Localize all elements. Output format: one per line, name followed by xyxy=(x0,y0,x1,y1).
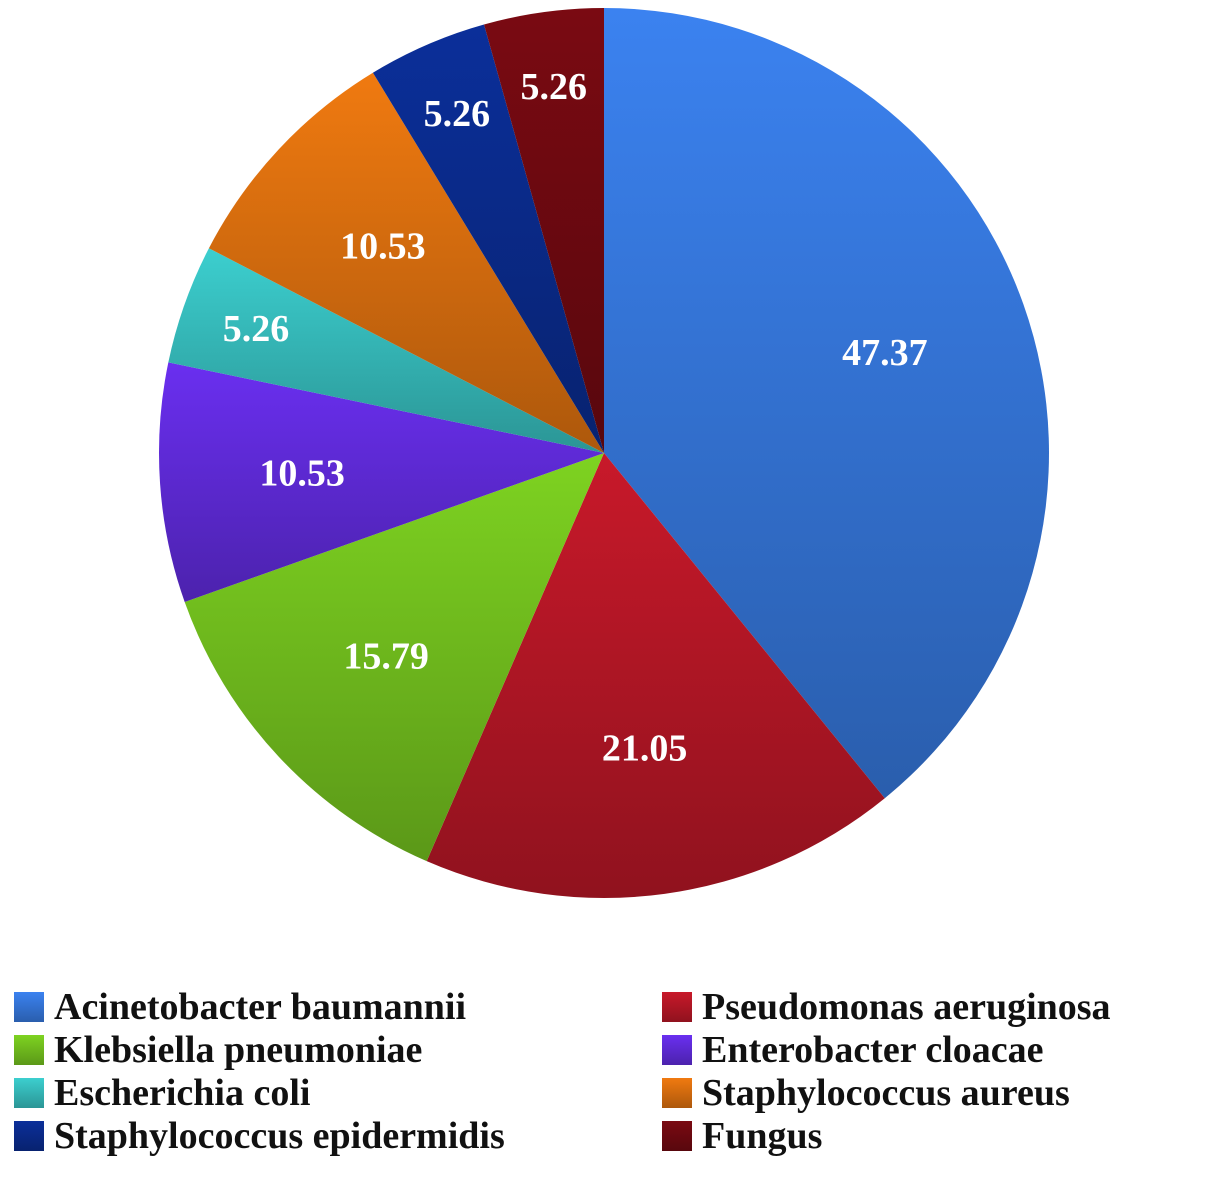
legend-label: Enterobacter cloacae xyxy=(702,1029,1044,1071)
slice-label-escherichia-coli: 5.26 xyxy=(223,308,290,350)
legend-swatch xyxy=(662,1035,692,1065)
legend-swatch xyxy=(14,1121,44,1151)
slice-label-klebsiella-pneumoniae: 15.79 xyxy=(343,636,429,678)
legend-item-staphylococcus-aureus: Staphylococcus aureus xyxy=(662,1071,1070,1115)
slice-staphylococcus-epidermidis xyxy=(372,24,604,453)
legend-swatch xyxy=(662,1078,692,1108)
legend-label: Pseudomonas aeruginosa xyxy=(702,986,1111,1028)
slice-enterobacter-cloacae xyxy=(159,362,604,602)
legend-swatch xyxy=(14,1035,44,1065)
slice-label-staphylococcus-aureus: 10.53 xyxy=(340,225,426,267)
slice-fungus xyxy=(484,8,604,453)
slice-label-pseudomonas-aeruginosa: 21.05 xyxy=(602,727,688,769)
legend-label: Staphylococcus aureus xyxy=(702,1072,1070,1114)
slice-escherichia-coli xyxy=(168,248,604,453)
slice-pseudomonas-aeruginosa xyxy=(426,453,885,899)
legend-item-fungus: Fungus xyxy=(662,1114,822,1158)
slice-klebsiella-pneumoniae xyxy=(184,453,604,862)
legend-swatch xyxy=(662,1121,692,1151)
legend-label: Fungus xyxy=(702,1115,823,1157)
slice-label-enterobacter-cloacae: 10.53 xyxy=(259,453,345,495)
legend-swatch xyxy=(14,992,44,1022)
legend-swatch xyxy=(662,992,692,1022)
slice-label-acinetobacter-baumannii: 47.37 xyxy=(842,332,928,374)
legend-item-pseudomonas-aeruginosa: Pseudomonas aeruginosa xyxy=(662,985,1111,1029)
slice-staphylococcus-aureus xyxy=(208,72,604,454)
legend-item-staphylococcus-epidermidis: Staphylococcus epidermidis xyxy=(14,1114,505,1158)
legend-label: Klebsiella pneumoniae xyxy=(54,1029,423,1071)
pie-chart-svg: 47.37 21.05 15.79 10.53 5.26 10.53 5.26 5.26 xyxy=(159,8,1049,899)
legend-item-klebsiella-pneumoniae: Klebsiella pneumoniae xyxy=(14,1028,422,1072)
legend-label: Staphylococcus epidermidis xyxy=(54,1115,505,1157)
legend-label: Acinetobacter baumannii xyxy=(54,986,467,1028)
slice-label-fungus: 5.26 xyxy=(520,66,587,108)
legend-item-escherichia-coli: Escherichia coli xyxy=(14,1071,310,1115)
legend-swatch xyxy=(14,1078,44,1108)
slice-label-staphylococcus-epidermidis: 5.26 xyxy=(424,93,491,135)
slice-acinetobacter-baumannii xyxy=(604,8,1049,799)
legend-item-enterobacter-cloacae: Enterobacter cloacae xyxy=(662,1028,1044,1072)
legend-item-acinetobacter-baumannii: Acinetobacter baumannii xyxy=(14,985,466,1029)
legend: Acinetobacter baumannii Pseudomonas aerug… xyxy=(0,980,1205,1180)
legend-label: Escherichia coli xyxy=(54,1072,311,1114)
